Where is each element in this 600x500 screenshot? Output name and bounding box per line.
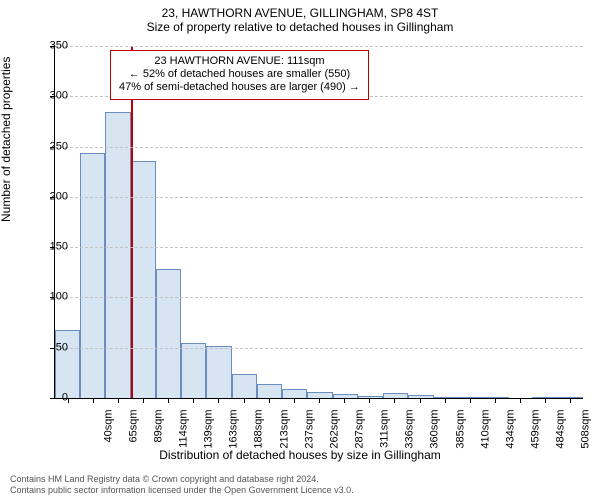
x-tick-label: 213sqm bbox=[279, 410, 290, 454]
bar bbox=[383, 393, 408, 398]
x-tick-label: 360sqm bbox=[430, 410, 441, 454]
x-tick-label: 434sqm bbox=[505, 410, 516, 454]
bar bbox=[80, 153, 105, 398]
x-tick-label: 114sqm bbox=[179, 410, 190, 454]
y-tick-label: 300 bbox=[40, 91, 68, 102]
grid-line bbox=[55, 147, 583, 148]
bar bbox=[434, 397, 459, 398]
y-tick-label: 150 bbox=[40, 242, 68, 253]
bar bbox=[105, 112, 130, 398]
bar bbox=[358, 396, 383, 398]
y-tick-label: 100 bbox=[40, 292, 68, 303]
x-tick-label: 163sqm bbox=[229, 410, 240, 454]
x-axis-title: Distribution of detached houses by size … bbox=[0, 448, 600, 462]
annotation-box: 23 HAWTHORN AVENUE: 111sqm ← 52% of deta… bbox=[110, 50, 369, 100]
x-tick-label: 188sqm bbox=[254, 410, 265, 454]
x-tick-label: 89sqm bbox=[153, 410, 164, 454]
y-tick-label: 250 bbox=[40, 141, 68, 152]
bar bbox=[282, 389, 307, 398]
x-tick-label: 287sqm bbox=[355, 410, 366, 454]
annotation-line-3: 47% of semi-detached houses are larger (… bbox=[119, 81, 360, 94]
grid-line bbox=[55, 197, 583, 198]
bar bbox=[408, 395, 433, 398]
annotation-line-1: 23 HAWTHORN AVENUE: 111sqm bbox=[119, 55, 360, 68]
y-tick-label: 0 bbox=[40, 393, 68, 404]
y-tick-label: 350 bbox=[40, 41, 68, 52]
titles: 23, HAWTHORN AVENUE, GILLINGHAM, SP8 4ST… bbox=[0, 6, 600, 34]
bar bbox=[181, 343, 206, 398]
bar bbox=[333, 394, 358, 398]
bar bbox=[206, 346, 231, 398]
x-tick-label: 484sqm bbox=[556, 410, 567, 454]
bar bbox=[257, 384, 282, 398]
grid-line bbox=[55, 247, 583, 248]
bar bbox=[484, 397, 509, 398]
x-tick-label: 65sqm bbox=[128, 410, 139, 454]
x-tick-labels: 40sqm65sqm89sqm114sqm139sqm163sqm188sqm2… bbox=[54, 400, 583, 444]
footer-line-1: Contains HM Land Registry data © Crown c… bbox=[10, 474, 354, 485]
footer-line-2: Contains public sector information licen… bbox=[10, 485, 354, 496]
grid-line bbox=[55, 46, 583, 47]
title-main: 23, HAWTHORN AVENUE, GILLINGHAM, SP8 4ST bbox=[0, 6, 600, 20]
bar bbox=[459, 397, 484, 398]
chart-root: 23, HAWTHORN AVENUE, GILLINGHAM, SP8 4ST… bbox=[0, 0, 600, 500]
x-tick-label: 459sqm bbox=[531, 410, 542, 454]
footer: Contains HM Land Registry data © Crown c… bbox=[10, 474, 354, 496]
x-tick-label: 336sqm bbox=[405, 410, 416, 454]
bar bbox=[232, 374, 257, 398]
x-tick-label: 410sqm bbox=[480, 410, 491, 454]
grid-line bbox=[55, 348, 583, 349]
x-tick-label: 237sqm bbox=[304, 410, 315, 454]
title-sub: Size of property relative to detached ho… bbox=[0, 20, 600, 34]
x-tick-label: 139sqm bbox=[204, 410, 215, 454]
x-tick-label: 262sqm bbox=[329, 410, 340, 454]
x-tick-label: 385sqm bbox=[455, 410, 466, 454]
y-tick-label: 200 bbox=[40, 191, 68, 202]
x-tick-label: 311sqm bbox=[380, 410, 391, 454]
grid-line bbox=[55, 297, 583, 298]
x-tick-label: 40sqm bbox=[103, 410, 114, 454]
bar bbox=[55, 330, 80, 398]
bar bbox=[156, 269, 181, 398]
y-axis-title: Number of detached properties bbox=[0, 57, 13, 222]
annotation-line-2: ← 52% of detached houses are smaller (55… bbox=[119, 68, 360, 81]
x-tick-label: 508sqm bbox=[581, 410, 592, 454]
y-tick-label: 50 bbox=[40, 342, 68, 353]
